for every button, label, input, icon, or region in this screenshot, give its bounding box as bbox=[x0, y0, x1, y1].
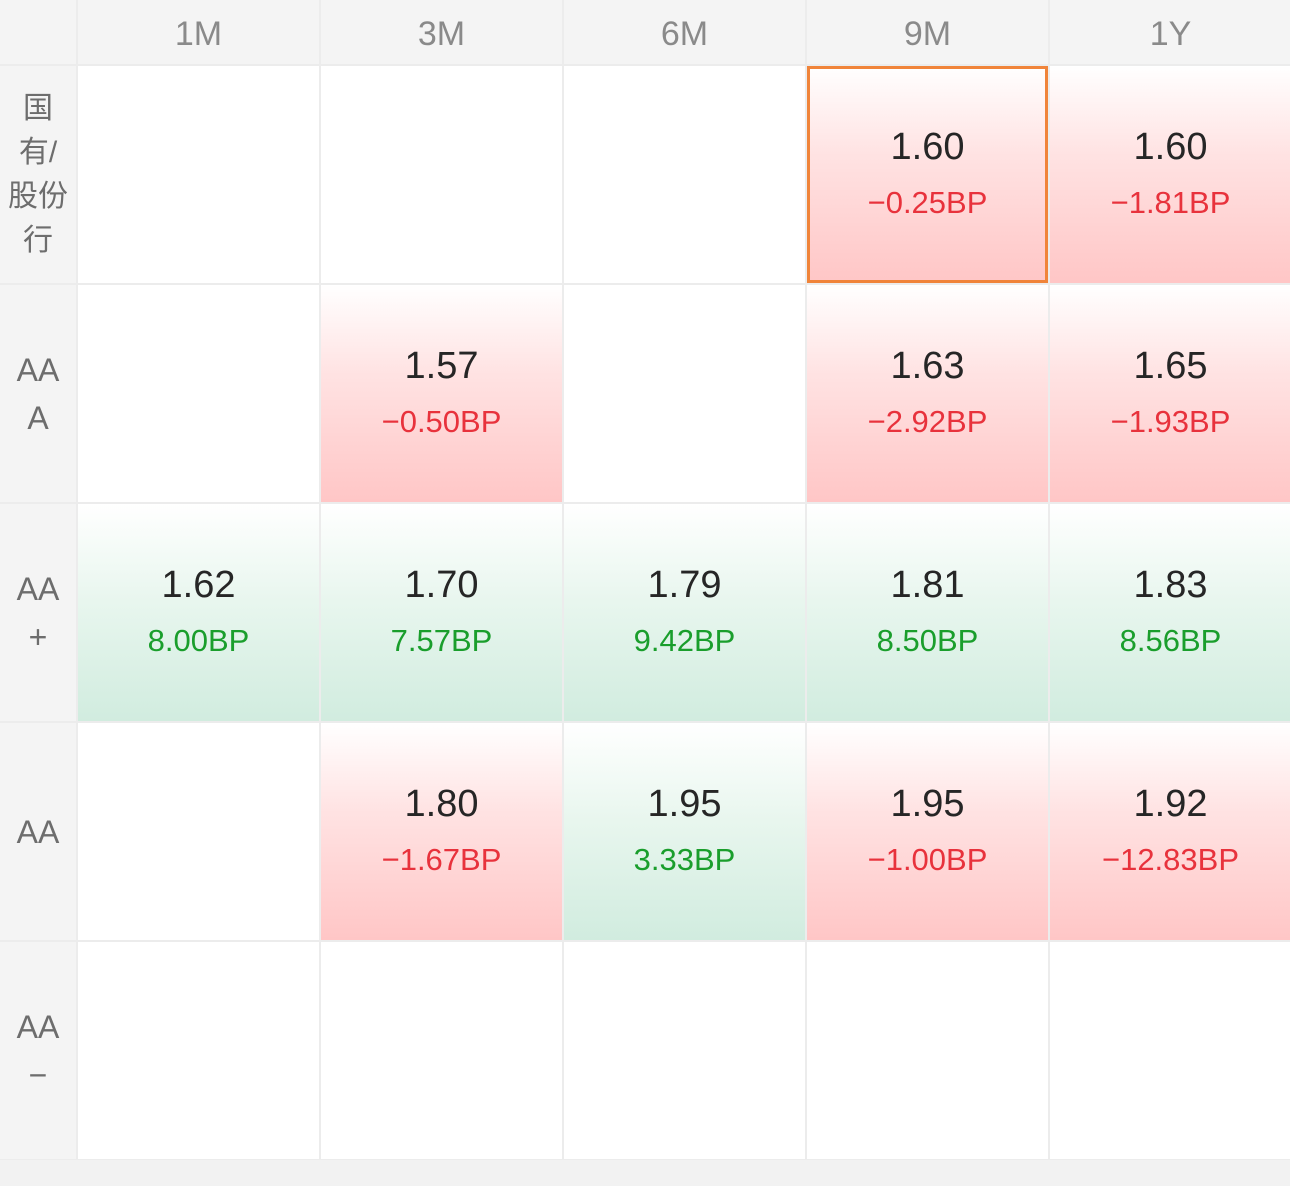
row-header-aa: AA bbox=[0, 723, 76, 940]
change-value: 7.57BP bbox=[390, 622, 493, 658]
yield-matrix: 1M 3M 6M 9M 1Y 国 有/ 股份 行 1.60 −0.25BP 1.60 −… bbox=[0, 0, 1290, 1159]
cell-aa-plus-1m[interactable]: 1.62 8.00BP bbox=[78, 504, 319, 721]
cell-aa-9m[interactable]: 1.95 −1.00BP bbox=[807, 723, 1048, 940]
change-value: −1.93BP bbox=[1110, 403, 1231, 439]
yield-value: 1.57 bbox=[404, 344, 479, 387]
cell-state-joint-stock-3m bbox=[321, 66, 562, 283]
cell-aa-minus-6m bbox=[564, 942, 805, 1159]
cell-aa-plus-1y[interactable]: 1.83 8.56BP bbox=[1050, 504, 1290, 721]
cell-aaa-1y[interactable]: 1.65 −1.93BP bbox=[1050, 285, 1290, 502]
row-header-aa-minus: AA − bbox=[0, 942, 76, 1159]
yield-value: 1.95 bbox=[647, 782, 722, 825]
cell-aaa-3m[interactable]: 1.57 −0.50BP bbox=[321, 285, 562, 502]
column-header-9m: 9M bbox=[807, 0, 1048, 64]
yield-value: 1.79 bbox=[647, 563, 722, 606]
cell-aaa-1m bbox=[78, 285, 319, 502]
yield-value: 1.60 bbox=[890, 125, 965, 168]
yield-value: 1.80 bbox=[404, 782, 479, 825]
cell-aa-plus-3m[interactable]: 1.70 7.57BP bbox=[321, 504, 562, 721]
change-value: −1.00BP bbox=[867, 841, 988, 877]
yield-value: 1.63 bbox=[890, 344, 965, 387]
change-value: −1.67BP bbox=[381, 841, 502, 877]
yield-value: 1.60 bbox=[1133, 125, 1208, 168]
row-header-label: AA bbox=[16, 813, 60, 850]
cell-aa-plus-9m[interactable]: 1.81 8.50BP bbox=[807, 504, 1048, 721]
cell-aaa-6m bbox=[564, 285, 805, 502]
cell-aa-plus-6m[interactable]: 1.79 9.42BP bbox=[564, 504, 805, 721]
cell-state-joint-stock-9m[interactable]: 1.60 −0.25BP bbox=[807, 66, 1048, 283]
row-header-aaa: AA A bbox=[0, 285, 76, 502]
yield-value: 1.65 bbox=[1133, 344, 1208, 387]
column-header-1m: 1M bbox=[78, 0, 319, 64]
change-value: −12.83BP bbox=[1101, 841, 1240, 877]
row-header-label: AA A bbox=[16, 351, 60, 436]
row-header-label: AA − bbox=[16, 1008, 60, 1093]
row-header-aa-plus: AA + bbox=[0, 504, 76, 721]
column-header-1y: 1Y bbox=[1050, 0, 1290, 64]
yield-value: 1.92 bbox=[1133, 782, 1208, 825]
cell-aa-1m bbox=[78, 723, 319, 940]
row-header-label: AA + bbox=[16, 570, 60, 655]
yield-value: 1.95 bbox=[890, 782, 965, 825]
change-value: 9.42BP bbox=[633, 622, 736, 658]
cell-aa-minus-9m bbox=[807, 942, 1048, 1159]
yield-value: 1.62 bbox=[161, 563, 236, 606]
yield-value: 1.81 bbox=[890, 563, 965, 606]
corner-cell bbox=[0, 0, 76, 64]
change-value: −0.25BP bbox=[867, 184, 988, 220]
column-header-6m: 6M bbox=[564, 0, 805, 64]
column-header-3m: 3M bbox=[321, 0, 562, 64]
yield-value: 1.70 bbox=[404, 563, 479, 606]
change-value: 3.33BP bbox=[633, 841, 736, 877]
change-value: −2.92BP bbox=[867, 403, 988, 439]
cell-aa-6m[interactable]: 1.95 3.33BP bbox=[564, 723, 805, 940]
cell-aa-3m[interactable]: 1.80 −1.67BP bbox=[321, 723, 562, 940]
cell-aa-minus-1m bbox=[78, 942, 319, 1159]
row-header-state-joint-stock: 国 有/ 股份 行 bbox=[0, 66, 76, 283]
change-value: 8.50BP bbox=[876, 622, 979, 658]
change-value: 8.00BP bbox=[147, 622, 250, 658]
change-value: −1.81BP bbox=[1110, 184, 1231, 220]
cell-state-joint-stock-6m bbox=[564, 66, 805, 283]
cell-aa-minus-1y bbox=[1050, 942, 1290, 1159]
cell-state-joint-stock-1m bbox=[78, 66, 319, 283]
yield-value: 1.83 bbox=[1133, 563, 1208, 606]
cell-state-joint-stock-1y[interactable]: 1.60 −1.81BP bbox=[1050, 66, 1290, 283]
change-value: 8.56BP bbox=[1119, 622, 1222, 658]
cell-aa-1y[interactable]: 1.92 −12.83BP bbox=[1050, 723, 1290, 940]
cell-aaa-9m[interactable]: 1.63 −2.92BP bbox=[807, 285, 1048, 502]
row-header-label: 国 有/ 股份 行 bbox=[8, 91, 68, 257]
cell-aa-minus-3m bbox=[321, 942, 562, 1159]
change-value: −0.50BP bbox=[381, 403, 502, 439]
